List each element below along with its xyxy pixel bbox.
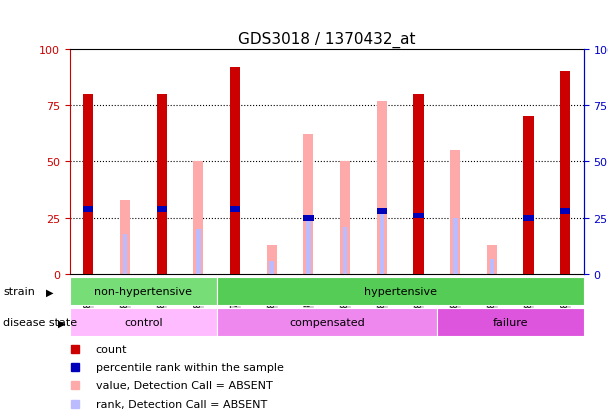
Bar xyxy=(413,95,424,275)
Text: GSM180059: GSM180059 xyxy=(304,279,313,330)
Bar xyxy=(156,95,167,275)
Text: GSM180089: GSM180089 xyxy=(194,279,203,330)
Text: GSM180062: GSM180062 xyxy=(378,279,386,330)
Title: GDS3018 / 1370432_at: GDS3018 / 1370432_at xyxy=(238,32,415,48)
Bar xyxy=(377,101,387,275)
Bar xyxy=(379,209,384,275)
Bar xyxy=(560,209,570,214)
Bar xyxy=(83,95,94,275)
Text: GSM180068: GSM180068 xyxy=(451,279,460,330)
Bar xyxy=(451,151,460,275)
Bar xyxy=(453,218,458,275)
Text: failure: failure xyxy=(492,318,528,328)
Bar xyxy=(267,245,277,275)
Text: non-hypertensive: non-hypertensive xyxy=(94,287,192,297)
Text: value, Detection Call = ABSENT: value, Detection Call = ABSENT xyxy=(95,380,272,391)
Bar xyxy=(437,309,584,337)
Text: disease state: disease state xyxy=(3,318,77,328)
Bar xyxy=(303,135,313,275)
Bar xyxy=(343,228,347,275)
Text: compensated: compensated xyxy=(289,318,365,328)
Text: hypertensive: hypertensive xyxy=(364,287,437,297)
Text: GSM180082: GSM180082 xyxy=(120,279,130,330)
Bar xyxy=(70,278,216,306)
Bar xyxy=(269,261,274,275)
Text: ▶: ▶ xyxy=(46,287,54,297)
Bar xyxy=(123,234,127,275)
Text: strain: strain xyxy=(3,287,35,297)
Bar xyxy=(216,309,437,337)
Bar xyxy=(377,209,387,214)
Text: control: control xyxy=(124,318,162,328)
Text: GSM180069: GSM180069 xyxy=(488,279,497,330)
Bar xyxy=(230,206,240,212)
Text: percentile rank within the sample: percentile rank within the sample xyxy=(95,363,283,373)
Bar xyxy=(413,213,424,219)
Bar xyxy=(523,216,534,221)
Text: GSM178755: GSM178755 xyxy=(230,279,240,330)
Text: GSM180085: GSM180085 xyxy=(157,279,166,330)
Bar xyxy=(120,200,130,275)
Text: GSM180057: GSM180057 xyxy=(268,279,276,330)
Text: GSM180073: GSM180073 xyxy=(524,279,533,330)
Text: rank, Detection Call = ABSENT: rank, Detection Call = ABSENT xyxy=(95,399,267,408)
Bar xyxy=(193,162,203,275)
Text: count: count xyxy=(95,344,127,354)
Bar xyxy=(196,230,201,275)
Bar xyxy=(489,259,494,275)
Text: GSM180065: GSM180065 xyxy=(414,279,423,330)
Bar xyxy=(487,245,497,275)
Bar xyxy=(560,72,570,275)
Bar xyxy=(306,221,311,275)
Bar xyxy=(70,309,216,337)
Bar xyxy=(216,278,584,306)
Bar xyxy=(230,68,240,275)
Text: ▶: ▶ xyxy=(58,318,66,328)
Text: GSM180079: GSM180079 xyxy=(84,279,93,330)
Bar xyxy=(523,117,534,275)
Bar xyxy=(156,206,167,212)
Bar xyxy=(83,206,94,212)
Text: GSM180061: GSM180061 xyxy=(340,279,350,330)
Text: GSM180075: GSM180075 xyxy=(561,279,570,330)
Bar xyxy=(303,216,314,221)
Bar xyxy=(340,162,350,275)
